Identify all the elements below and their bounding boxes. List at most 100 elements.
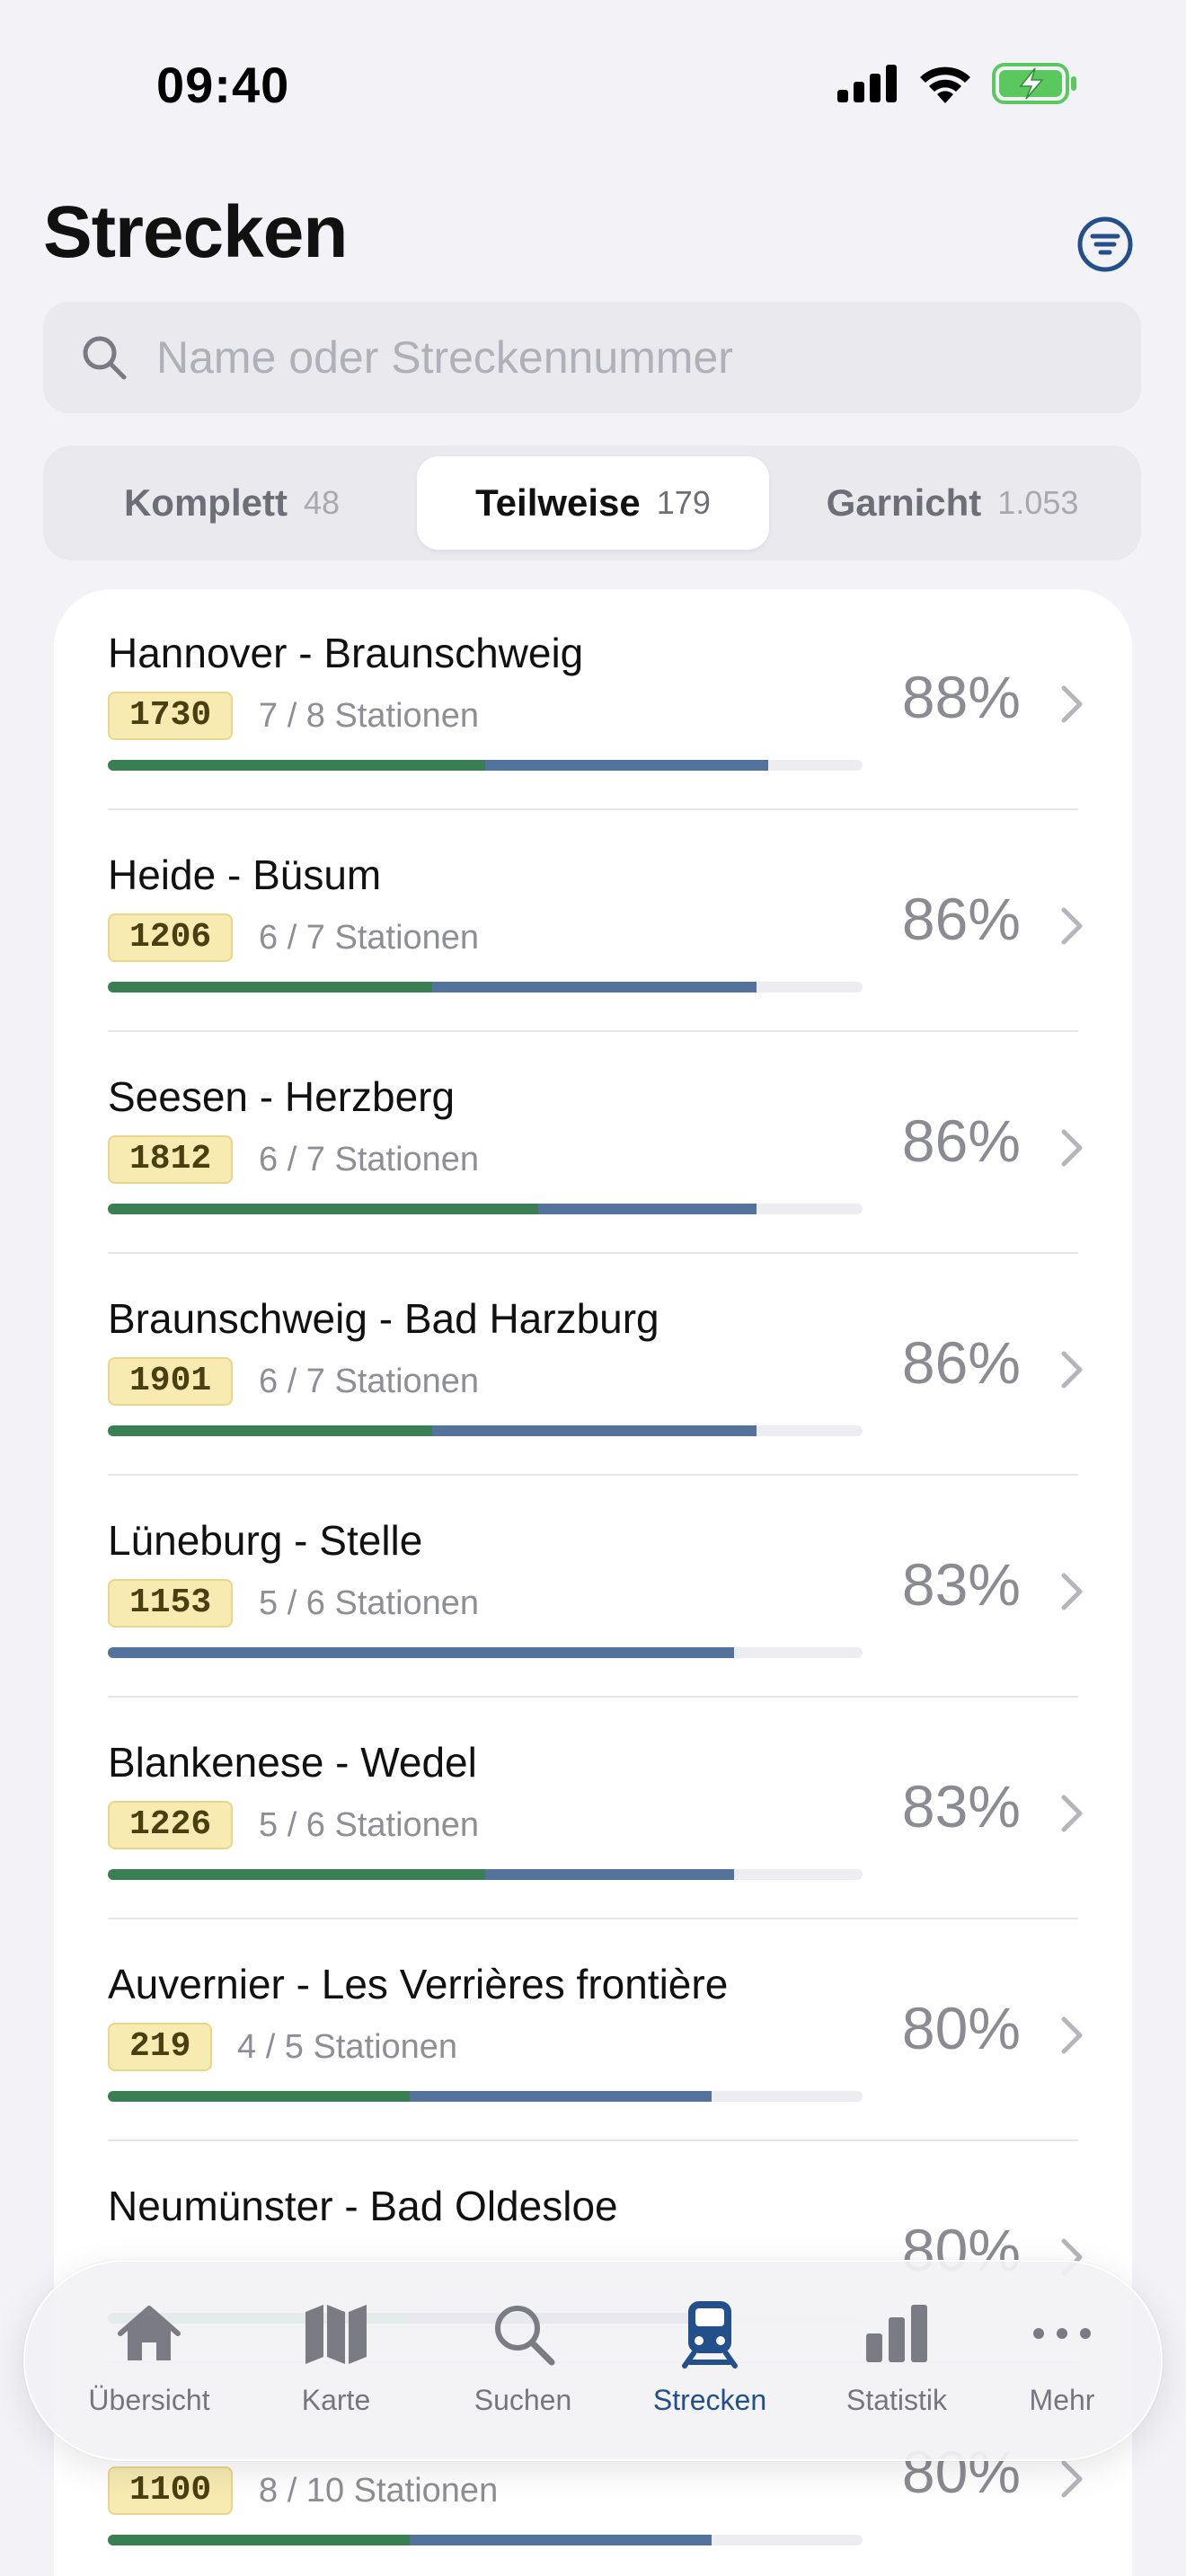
row-divider [108, 1252, 1078, 1254]
tab-bar: Übersicht Karte Suchen Strecken [23, 2260, 1163, 2461]
tab-strecken[interactable]: Strecken [616, 2262, 803, 2463]
station-count: 6 / 7 Stationen [259, 1363, 480, 1400]
chevron-right-icon [1061, 907, 1083, 945]
progress-track [108, 2535, 863, 2545]
route-row[interactable]: Auvernier - Les Verrières frontière 219 4 … [54, 1920, 1132, 2141]
station-count: 5 / 6 Stationen [259, 1806, 480, 1844]
progress-complete [108, 1425, 433, 1436]
row-divider [108, 1696, 1078, 1698]
route-name: Blankenese - Wedel [108, 1739, 477, 1786]
tab-komplett[interactable]: Komplett 48 [56, 456, 408, 550]
chevron-right-icon [1061, 1129, 1083, 1167]
chevron-right-icon [1061, 1573, 1083, 1610]
route-percent: 83% [901, 1551, 1021, 1618]
progress-complete [108, 760, 485, 771]
tab-label: Karte [301, 2384, 371, 2416]
route-row[interactable]: Lüneburg - Stelle 1153 5 / 6 Stationen 83% [54, 1477, 1132, 1698]
route-name: Hannover - Braunschweig [108, 630, 584, 676]
route-name: Auvernier - Les Verrières frontière [108, 1961, 729, 2007]
progress-track [108, 1647, 863, 1658]
station-count: 6 / 7 Stationen [259, 1141, 480, 1178]
search-field[interactable] [43, 302, 1141, 413]
progress-track [108, 982, 863, 992]
station-count: 4 / 5 Stationen [237, 2028, 458, 2066]
route-name: Braunschweig - Bad Harzburg [108, 1295, 659, 1342]
tab-teilweise[interactable]: Teilweise 179 [417, 456, 769, 550]
route-row[interactable]: Blankenese - Wedel 1226 5 / 6 Stationen 83% [54, 1698, 1132, 1919]
progress-track [108, 2091, 863, 2102]
progress-partial [432, 1425, 757, 1436]
route-number-badge: 1901 [108, 1357, 234, 1406]
route-number-badge: 1153 [108, 1579, 234, 1628]
more-icon [1033, 2328, 1091, 2339]
cellular-signal-icon [837, 65, 897, 102]
tab-garnicht[interactable]: Garnicht 1.053 [776, 456, 1128, 550]
row-divider [108, 1474, 1078, 1476]
tab-label: Suchen [474, 2384, 572, 2416]
route-row[interactable]: Heide - Büsum 1206 6 / 7 Stationen 86% [54, 811, 1132, 1032]
progress-partial [537, 1204, 757, 1214]
train-icon [682, 2301, 738, 2369]
tab-uebersicht[interactable]: Übersicht [56, 2262, 243, 2463]
route-number-badge: 1206 [108, 913, 234, 962]
chevron-right-icon [1061, 1351, 1083, 1389]
segment-count: 1.053 [997, 484, 1079, 521]
search-input[interactable] [156, 331, 1100, 384]
station-count: 7 / 8 Stationen [259, 697, 480, 735]
route-number-badge: 219 [108, 2023, 213, 2071]
segment-label: Teilweise [475, 481, 641, 524]
tab-label: Strecken [652, 2384, 767, 2416]
progress-track [108, 1204, 863, 1214]
progress-complete [108, 982, 433, 992]
battery-charging-icon [992, 63, 1076, 104]
tab-karte[interactable]: Karte [243, 2262, 429, 2463]
segment-label: Komplett [123, 481, 288, 524]
tab-label: Mehr [1029, 2384, 1095, 2416]
route-list: Hannover - Braunschweig 1730 7 / 8 Station… [54, 589, 1132, 2576]
progress-complete [108, 1204, 538, 1214]
row-divider [108, 808, 1078, 810]
status-bar: 09:40 [0, 0, 1186, 171]
chevron-right-icon [1061, 1795, 1083, 1832]
progress-complete [108, 1869, 485, 1880]
progress-track [108, 1425, 863, 1436]
chevron-right-icon [1061, 685, 1083, 723]
progress-complete [108, 2535, 410, 2545]
progress-partial [410, 2535, 712, 2545]
chevron-right-icon [1061, 2016, 1083, 2054]
tab-label: Statistik [845, 2384, 948, 2416]
route-number-badge: 1100 [108, 2466, 234, 2515]
filter-icon[interactable] [1076, 216, 1134, 273]
segment-count: 48 [303, 484, 341, 521]
search-icon [495, 2306, 555, 2366]
segment-count: 179 [656, 484, 711, 521]
segmented-control: Komplett 48 Teilweise 179 Garnicht 1.053 [43, 446, 1141, 560]
wifi-icon [920, 66, 970, 103]
route-percent: 80% [901, 1995, 1021, 2061]
route-name: Lüneburg - Stelle [108, 1517, 423, 1564]
route-row[interactable]: Braunschweig - Bad Harzburg 1901 6 / 7 Sta… [54, 1255, 1132, 1476]
route-percent: 83% [901, 1773, 1021, 1839]
tab-suchen[interactable]: Suchen [429, 2262, 616, 2463]
station-count: 6 / 7 Stationen [259, 919, 480, 957]
route-number-badge: 1730 [108, 692, 234, 740]
progress-partial [432, 982, 757, 992]
map-icon [305, 2305, 367, 2364]
chevron-right-icon [1061, 2460, 1083, 2498]
house-icon [118, 2306, 181, 2360]
row-divider [108, 2139, 1078, 2141]
tab-mehr[interactable]: Mehr [990, 2262, 1134, 2463]
progress-partial [108, 1647, 735, 1658]
route-percent: 86% [901, 886, 1021, 952]
progress-track [108, 760, 863, 771]
progress-partial [410, 2091, 712, 2102]
tab-statistik[interactable]: Statistik [803, 2262, 990, 2463]
progress-track [108, 1869, 863, 1880]
route-name: Heide - Büsum [108, 851, 382, 898]
page-title: Strecken [43, 191, 348, 273]
route-name: Seesen - Herzberg [108, 1073, 456, 1120]
route-row[interactable]: Seesen - Herzberg 1812 6 / 7 Stationen 86% [54, 1033, 1132, 1254]
route-number-badge: 1226 [108, 1801, 234, 1849]
route-row[interactable]: Hannover - Braunschweig 1730 7 / 8 Station… [54, 589, 1132, 810]
route-percent: 86% [901, 1107, 1021, 1174]
